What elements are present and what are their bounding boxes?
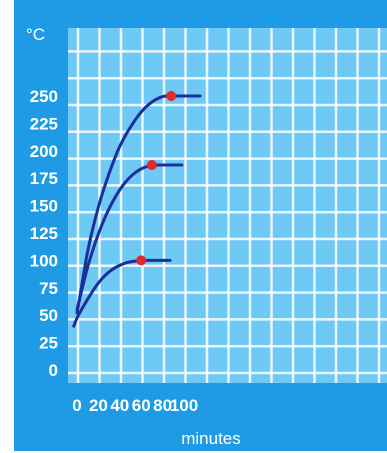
x-tick-label: 100 — [170, 396, 198, 415]
y-axis-title: °C — [26, 25, 45, 44]
series-marker-1 — [166, 91, 177, 101]
y-tick-label: 250 — [30, 87, 58, 106]
y-tick-label: 75 — [39, 279, 58, 298]
y-tick-label: 0 — [49, 361, 58, 380]
y-tick-label: 50 — [39, 306, 58, 325]
y-tick-label: 125 — [30, 224, 58, 243]
x-tick-label: 0 — [72, 396, 81, 415]
x-tick-label: 20 — [89, 396, 108, 415]
y-tick-label: 225 — [30, 114, 58, 133]
x-tick-label: 60 — [132, 396, 151, 415]
x-axis-title: minutes — [181, 429, 241, 448]
series-marker-3 — [136, 255, 147, 266]
series-marker-2 — [146, 160, 157, 171]
y-tick-label: 100 — [30, 251, 58, 270]
y-tick-label: 175 — [30, 169, 58, 188]
y-tick-label: 150 — [30, 197, 58, 216]
y-tick-labels: 0 25 50 75 100 125 150 175 200 225 250 — [30, 87, 58, 380]
y-tick-label: 200 — [30, 142, 58, 161]
series-markers — [136, 91, 177, 266]
x-tick-label: 80 — [153, 396, 172, 415]
x-tick-label: 40 — [110, 396, 129, 415]
grid — [68, 28, 387, 383]
y-tick-label: 25 — [39, 334, 58, 353]
